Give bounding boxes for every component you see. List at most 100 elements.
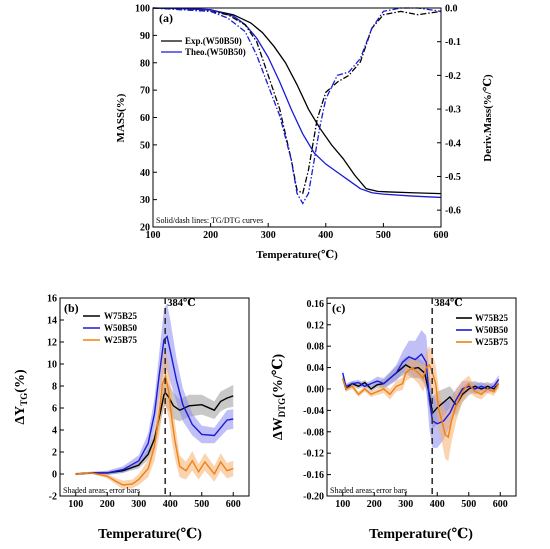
error-band-w75b25 [75, 379, 234, 476]
panel-a-xtick-label: 500 [376, 230, 391, 241]
panel-b-delta-tg-chart: 100 200 300 400 500 600 -2 0 2 4 6 8 10 12 14 16 (b) 38… [13, 294, 250, 542]
panel-a-xtick-label: 200 [203, 230, 218, 241]
panel-b-ytick-label: -2 [49, 492, 57, 503]
panel-b-xtick-label: 200 [100, 499, 115, 510]
panel-a-ytick-label: 40 [140, 168, 150, 179]
panel-b-xtick-label: 500 [194, 499, 209, 510]
panel-a-ticks: 100 200 300 400 500 600 20 30 40 50 60 70 80 90 100 0.0… [135, 4, 461, 242]
panel-a-label: (a) [159, 11, 173, 25]
panel-b-ytick-label: 16 [47, 294, 57, 305]
series-line-exp-w50b50-dtg [152, 7, 442, 195]
panel-c-xtick-label: 300 [398, 499, 413, 510]
legend-label-theo: Theo.(W50B50) [185, 47, 246, 57]
panel-a-ytick-label: 30 [140, 195, 150, 206]
series-line-theo-w50b50 [152, 7, 442, 199]
error-band-w50b50 [75, 303, 234, 476]
panel-a-ytick-label: 20 [140, 223, 150, 234]
panel-b-xtick-label: 300 [131, 499, 146, 510]
panel-a-legend: Exp.(W50B50) Theo.(W50B50) [161, 36, 246, 57]
panel-a-right-ytick-label: -0.6 [445, 206, 461, 217]
panel-c-ytick-label: 0.04 [307, 363, 325, 374]
panel-a-ylabel: MASS(%) [115, 93, 127, 142]
panel-c-xlabel: Temperature(℃) [369, 527, 473, 542]
panel-b-ylabel-main: ΔY [13, 406, 28, 425]
panel-a-ytick-label: 100 [135, 4, 150, 15]
panel-b-label: (b) [64, 301, 79, 315]
legend-label-w75b25-c: W75B25 [475, 313, 509, 323]
legend-label-w75b25: W75B25 [104, 311, 138, 321]
panel-b-legend: W75B25 W50B50 W25B75 [83, 311, 138, 345]
panel-b-note: Shaded areas: error bars [63, 486, 140, 495]
panel-c-vline-label: 384℃ [434, 298, 463, 309]
legend-label-w50b50-c: W50B50 [475, 325, 509, 335]
panel-a-xtick-label: 600 [434, 230, 449, 241]
panel-c-ytick-label: 0.00 [307, 384, 325, 395]
series-line-w25b75 [342, 363, 500, 439]
panel-a-right-ytick-label: -0.2 [445, 71, 461, 82]
panel-c-note: Shaded areas: error bars [330, 486, 407, 495]
legend-label-exp: Exp.(W50B50) [185, 36, 242, 46]
panel-a-right-ytick-label: 0.0 [445, 4, 458, 15]
panel-b-xtick-label: 400 [163, 499, 178, 510]
series-line-w50b50 [75, 335, 234, 475]
panel-b-xtick-label: 600 [226, 499, 241, 510]
panel-c-ticks: 100 200 300 400 500 600 0.16 0.12 0.08 0.04 0.00 -0… [303, 299, 508, 510]
legend-label-w50b50: W50B50 [104, 323, 138, 333]
panel-c-ylabel-unit: (%/℃) [271, 354, 286, 398]
panel-b-ytick-label: 8 [52, 382, 57, 393]
panel-a-right-ytick-label: -0.1 [445, 37, 461, 48]
panel-a-right-ytick-label: -0.4 [445, 138, 461, 149]
series-line-exp-w50b50 [152, 7, 442, 195]
panel-b-ticks: 100 200 300 400 500 600 -2 0 2 4 6 8 10 12 14 16 [47, 294, 241, 511]
panel-c-xtick-label: 200 [367, 499, 382, 510]
panel-a-ylabel-right: Deriv.Mass(%/℃) [482, 74, 494, 162]
panel-c-legend: W75B25 W50B50 W25B75 [456, 313, 509, 347]
error-band-w25b75 [75, 347, 234, 490]
panel-c-ytick-label: 0.08 [307, 342, 325, 353]
legend-label-w25b75-c: W25B75 [475, 337, 509, 347]
panel-b-ylabel-unit: (%) [13, 369, 28, 393]
panel-c-ytick-label: -0.20 [303, 492, 324, 503]
panel-a-right-ytick-label: -0.3 [445, 105, 461, 116]
panel-b-error-bands [75, 303, 234, 490]
panel-b-frame [59, 297, 250, 497]
panel-c-ylabel: ΔWDTG(%/℃) [271, 354, 287, 441]
panel-a-xtick-label: 300 [261, 230, 276, 241]
panel-b-ytick-label: 0 [52, 470, 57, 481]
panel-b-ylabel: ΔYTG(%) [13, 369, 29, 425]
panel-a-note: Solid/dash lines: TG/DTG curves [156, 216, 263, 225]
panel-a-tg-dtg-chart: 100 200 300 400 500 600 20 30 40 50 60 70 80 90 100 0.0… [115, 4, 494, 262]
panel-c-series-lines [342, 353, 500, 439]
panel-b-ytick-label: 10 [47, 360, 57, 371]
panel-c-xtick-label: 600 [493, 499, 508, 510]
legend-label-w25b75: W25B75 [104, 335, 138, 345]
panel-a-right-ytick-label: -0.5 [445, 172, 461, 183]
panel-c-ytick-label: -0.04 [303, 406, 324, 417]
panel-c-error-bands [342, 330, 499, 462]
panel-c-ytick-label: -0.16 [303, 470, 324, 481]
panel-c-ylabel-main: ΔW [271, 417, 286, 440]
panel-b-xlabel: Temperature(℃) [98, 527, 202, 542]
panel-b-ytick-label: 14 [47, 316, 57, 327]
panel-a-ytick-label: 70 [140, 86, 150, 97]
panel-c-ytick-label: -0.08 [303, 427, 324, 438]
panel-c-frame [326, 297, 517, 497]
panel-c-ytick-label: 0.12 [307, 320, 325, 331]
panel-b-ytick-label: 2 [52, 448, 57, 459]
panel-a-ytick-label: 60 [140, 113, 150, 124]
panel-a-series-lines [152, 7, 442, 205]
panel-b-xtick-label: 100 [68, 499, 83, 510]
panel-a-xlabel: Temperature(℃) [256, 249, 338, 261]
panel-a-ytick-label: 50 [140, 140, 150, 151]
panel-c-delta-dtg-chart: 100 200 300 400 500 600 0.16 0.12 0.08 0.04 0.00 -0… [271, 297, 517, 542]
panel-c-label: (c) [332, 301, 345, 315]
panel-b-ytick-label: 4 [52, 426, 57, 437]
panel-c-ytick-label: -0.12 [303, 449, 324, 460]
panel-c-xtick-label: 400 [430, 499, 445, 510]
panel-c-ylabel-sub: DTG [277, 398, 287, 418]
panel-a-xtick-label: 400 [318, 230, 333, 241]
panel-b-ytick-label: 6 [52, 404, 57, 415]
panel-b-ytick-label: 12 [47, 338, 57, 349]
series-line-w25b75 [75, 373, 234, 486]
series-line-theo-w50b50-dtg [152, 7, 442, 205]
